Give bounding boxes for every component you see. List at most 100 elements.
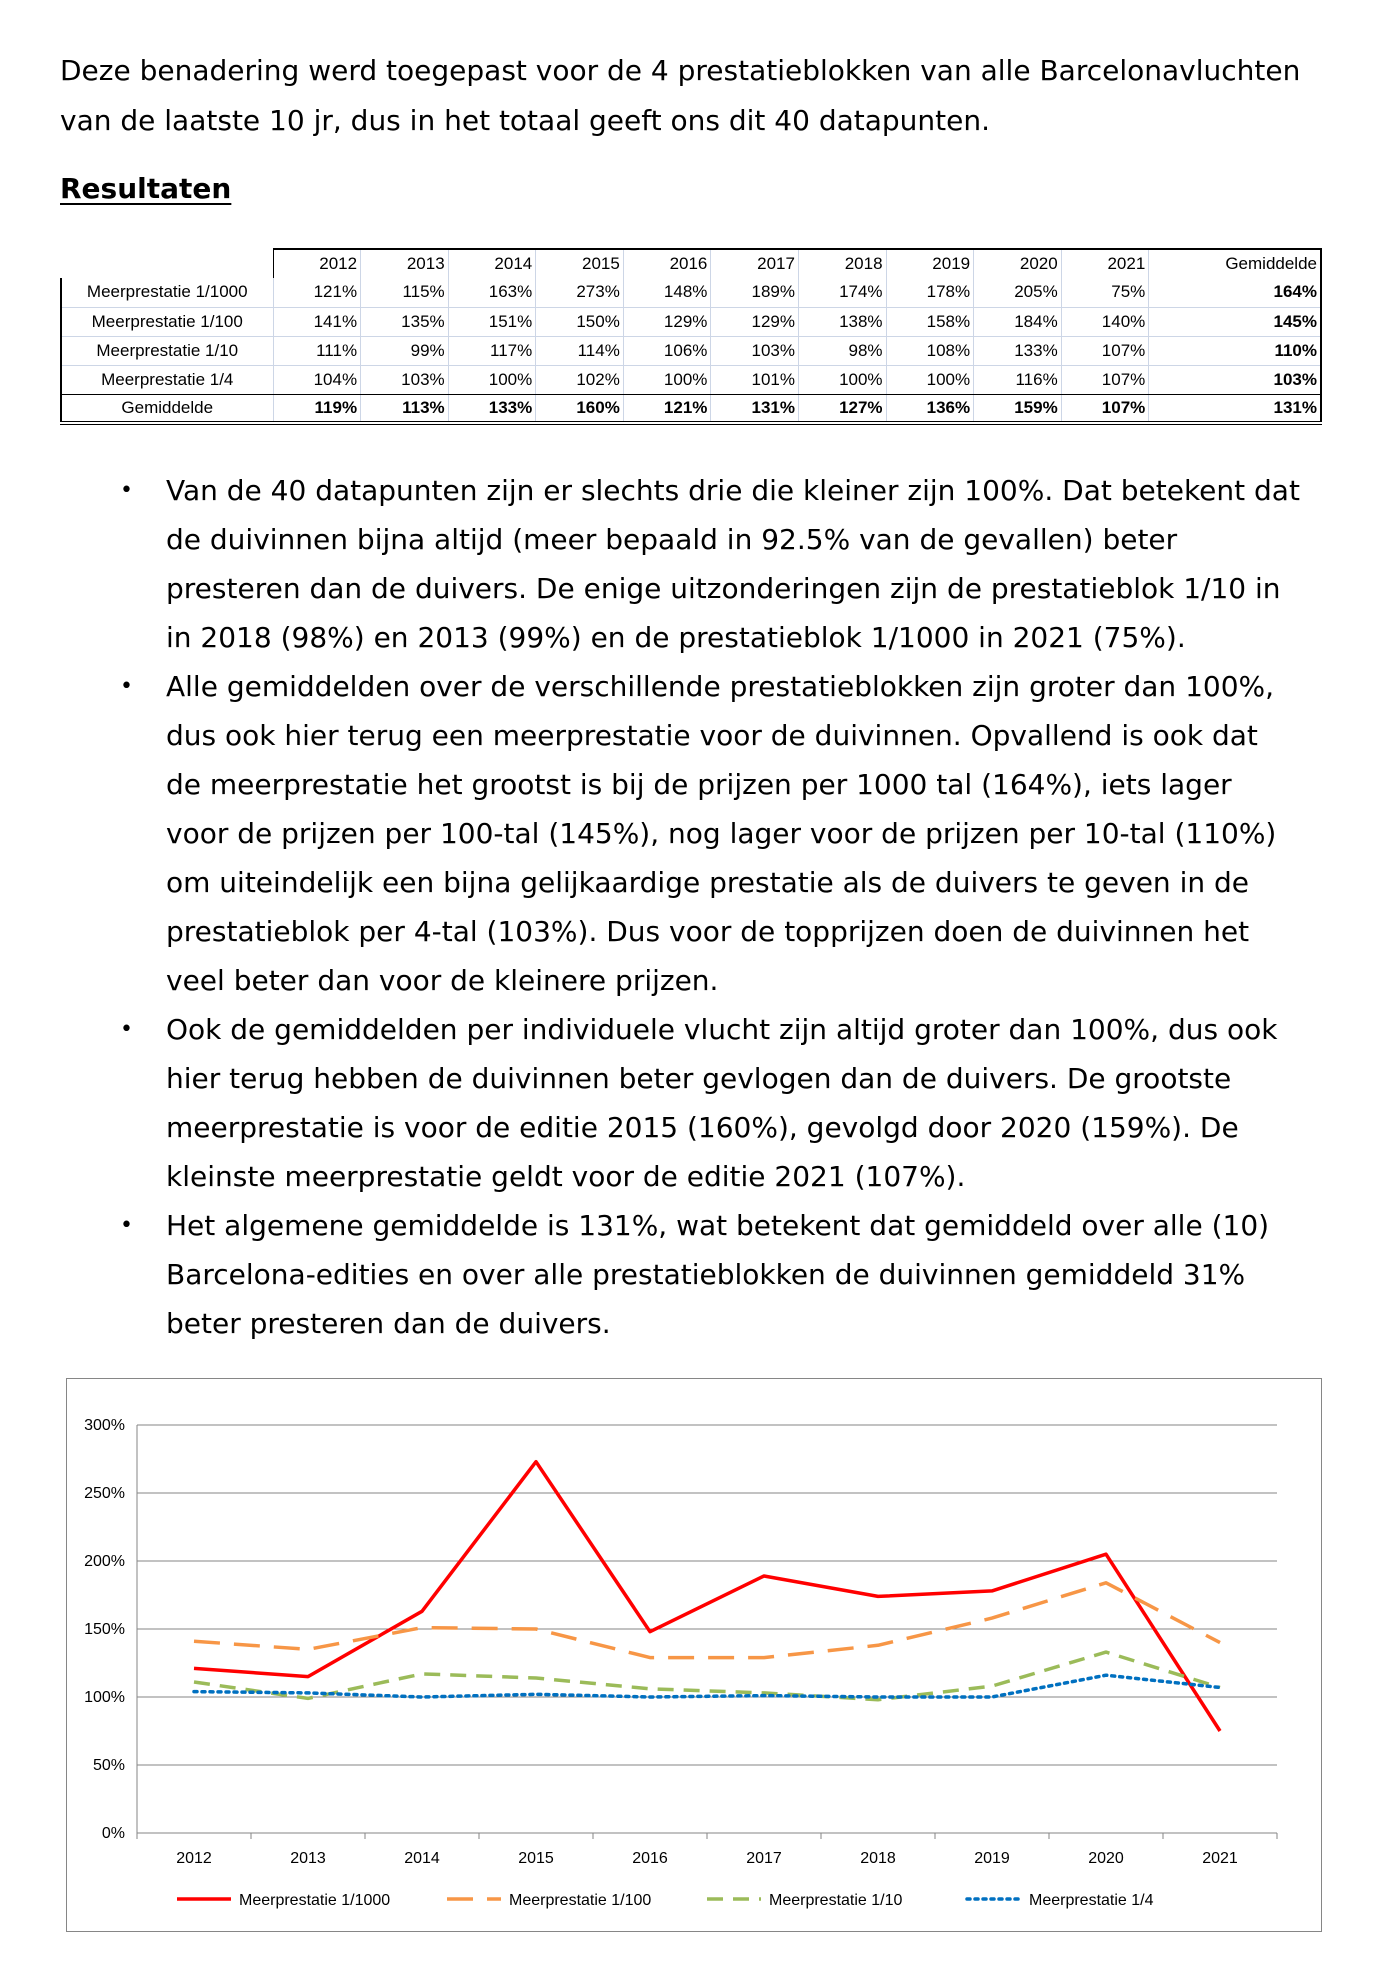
table-row: Meerprestatie 1/100 141% 135% 151% 150% … <box>60 307 1323 337</box>
column-header: 2019 <box>886 248 975 278</box>
table-cell: 100% <box>623 365 712 395</box>
row-label: Meerprestatie 1/4 <box>60 365 274 395</box>
table-row: Meerprestatie 1/4 104% 103% 100% 102% 10… <box>60 365 1323 395</box>
table-cell: 184% <box>973 307 1062 337</box>
row-average-cell: 164% <box>1148 278 1323 308</box>
column-header: 2018 <box>798 248 887 278</box>
table-cell: 115% <box>360 278 449 308</box>
legend-label: Meerprestatie 1/100 <box>509 1892 651 1909</box>
legend-label: Meerprestatie 1/10 <box>769 1892 903 1909</box>
column-header: 2020 <box>973 248 1062 278</box>
table-cell: 121% <box>273 278 362 308</box>
y-tick-label: 100% <box>84 1689 125 1706</box>
footer-label: Gemiddelde <box>60 393 274 425</box>
table-cell: 108% <box>886 336 975 366</box>
table-cell: 101% <box>710 365 799 395</box>
table-cell: 111% <box>273 336 362 366</box>
x-tick-label: 2018 <box>860 1850 896 1867</box>
table-cell: 102% <box>535 365 624 395</box>
table-cell: 158% <box>886 307 975 337</box>
table-row: Meerprestatie 1/1000 121% 115% 163% 273%… <box>60 278 1323 308</box>
table-cell: 114% <box>535 336 624 366</box>
bullet-icon: • <box>120 1213 133 1238</box>
table-row: Meerprestatie 1/10 111% 99% 117% 114% 10… <box>60 336 1323 366</box>
line-chart: 0% 50% 100% 150% 200% 250% 300% 2012 2013 2014 201… <box>66 1378 1322 1932</box>
column-header: 2015 <box>535 248 624 278</box>
row-average-cell: 110% <box>1148 336 1323 366</box>
intro-paragraph: Deze benadering werd toegepast voor de 4… <box>60 54 1301 137</box>
x-tick-label: 2019 <box>974 1850 1010 1867</box>
table-cell: 140% <box>1061 307 1150 337</box>
list-item: • Van de 40 datapunten zijn er slechts dr… <box>120 466 1300 662</box>
table-cell: 133% <box>973 336 1062 366</box>
table-cell: 99% <box>360 336 449 366</box>
footer-cell: 131% <box>710 393 799 425</box>
table-corner-cell <box>61 249 274 278</box>
footer-cell: 133% <box>448 393 537 425</box>
x-tick-label: 2012 <box>176 1850 212 1867</box>
footer-cell: 160% <box>535 393 624 425</box>
x-tick-label: 2017 <box>746 1850 782 1867</box>
x-tick-label: 2016 <box>632 1850 668 1867</box>
x-tick-label: 2015 <box>518 1850 554 1867</box>
column-header-average: Gemiddelde <box>1148 248 1323 278</box>
table-cell: 103% <box>360 365 449 395</box>
series-line <box>193 1650 1221 1702</box>
footer-cell: 119% <box>273 393 362 425</box>
table-cell: 100% <box>798 365 887 395</box>
legend-label: Meerprestatie 1/4 <box>1029 1892 1154 1909</box>
bullet-icon: • <box>120 478 133 503</box>
x-tick-label: 2020 <box>1088 1850 1124 1867</box>
table-cell: 189% <box>710 278 799 308</box>
section-heading: Resultaten <box>60 172 232 205</box>
y-tick-label: 50% <box>93 1757 125 1774</box>
table-cell: 100% <box>448 365 537 395</box>
footer-cell: 121% <box>623 393 712 425</box>
table-cell: 107% <box>1061 336 1150 366</box>
results-table: 2012 2013 2014 2015 2016 2017 2018 2019 … <box>60 248 1323 425</box>
table-header-row: 2012 2013 2014 2015 2016 2017 2018 2019 … <box>61 248 1323 278</box>
list-item-text: Het algemene gemiddelde is 131%, wat bet… <box>166 1209 1270 1340</box>
table-cell: 129% <box>710 307 799 337</box>
series-line <box>192 1673 1222 1699</box>
table-cell: 104% <box>273 365 362 395</box>
row-label: Meerprestatie 1/10 <box>60 336 274 366</box>
column-header: 2014 <box>448 248 537 278</box>
x-tick-label: 2021 <box>1202 1850 1238 1867</box>
table-cell: 116% <box>973 365 1062 395</box>
list-item: • Ook de gemiddelden per individuele vluc… <box>120 1005 1300 1201</box>
table-footer-row: Gemiddelde 119% 113% 133% 160% 121% 131%… <box>60 393 1323 425</box>
table-cell: 106% <box>623 336 712 366</box>
footer-cell: 107% <box>1061 393 1150 425</box>
row-average-cell: 145% <box>1148 307 1323 337</box>
y-tick-label: 250% <box>84 1485 125 1502</box>
table-cell: 135% <box>360 307 449 337</box>
table-cell: 117% <box>448 336 537 366</box>
column-header: 2013 <box>360 248 449 278</box>
footer-cell: 159% <box>973 393 1062 425</box>
footer-cell: 113% <box>360 393 449 425</box>
table-cell: 205% <box>973 278 1062 308</box>
footer-cell: 136% <box>886 393 975 425</box>
list-item: • Het algemene gemiddelde is 131%, wat be… <box>120 1201 1300 1348</box>
table-cell: 138% <box>798 307 887 337</box>
table-cell: 163% <box>448 278 537 308</box>
bullet-icon: • <box>120 1017 133 1042</box>
overall-average-cell: 131% <box>1148 393 1323 425</box>
list-item-text: Alle gemiddelden over de verschillende p… <box>166 670 1277 997</box>
column-header: 2021 <box>1061 248 1150 278</box>
list-item-text: Van de 40 datapunten zijn er slechts dri… <box>166 474 1300 654</box>
table-cell: 100% <box>886 365 975 395</box>
list-item-text: Ook de gemiddelden per individuele vluch… <box>166 1013 1278 1193</box>
table-cell: 273% <box>535 278 624 308</box>
table-cell: 75% <box>1061 278 1150 308</box>
x-tick-label: 2014 <box>404 1850 440 1867</box>
column-header: 2017 <box>710 248 799 278</box>
bullet-icon: • <box>120 674 133 699</box>
series-line <box>193 1459 1222 1732</box>
y-tick-label: 0% <box>102 1825 125 1842</box>
column-header: 2016 <box>623 248 712 278</box>
x-tick-label: 2013 <box>290 1850 326 1867</box>
row-label: Meerprestatie 1/100 <box>60 307 274 337</box>
table-cell: 129% <box>623 307 712 337</box>
